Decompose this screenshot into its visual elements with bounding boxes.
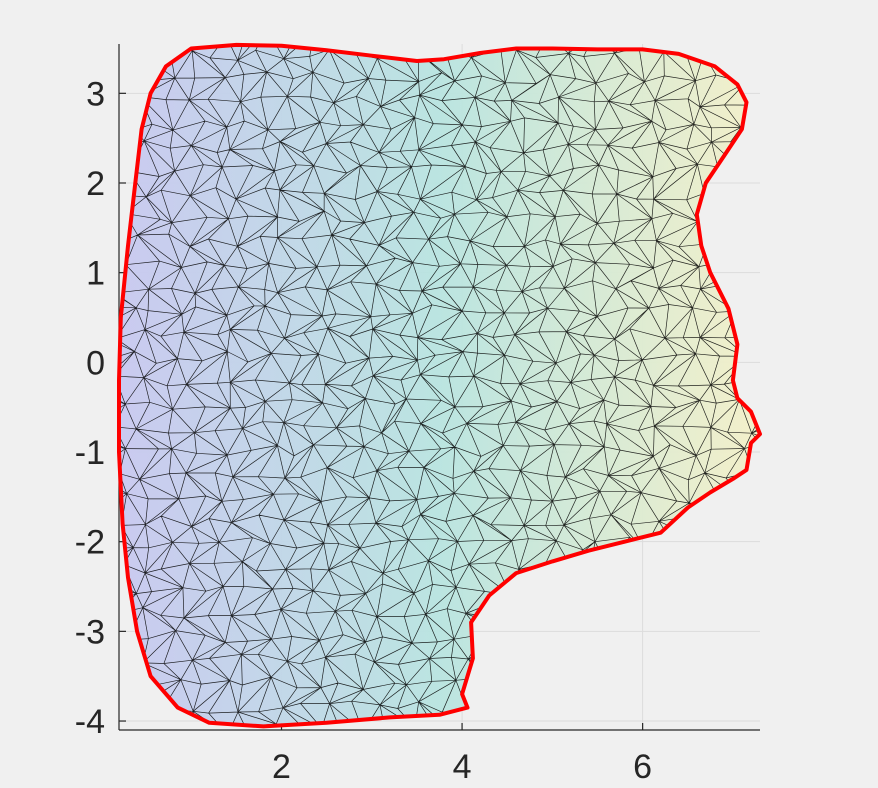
x-tick-label: 6 bbox=[633, 748, 652, 786]
y-tick-label: 2 bbox=[86, 165, 105, 203]
boundary-curve bbox=[117, 42, 762, 729]
x-tick-labels: 2 4 6 bbox=[272, 748, 652, 786]
y-tick-label: 3 bbox=[86, 75, 105, 113]
y-tick-label: -1 bbox=[75, 434, 105, 472]
x-tick-label: 2 bbox=[272, 748, 291, 786]
mesh-region-fill bbox=[119, 44, 760, 727]
y-tick-label: 0 bbox=[86, 344, 105, 382]
y-tick-label: -4 bbox=[75, 703, 105, 741]
x-tick-label: 4 bbox=[453, 748, 472, 786]
y-tick-label: -3 bbox=[75, 613, 105, 651]
y-tick-labels: 3 2 1 0 -1 -2 -3 -4 bbox=[75, 75, 105, 741]
y-tick-label: 1 bbox=[86, 255, 105, 293]
y-tick-label: -2 bbox=[75, 524, 105, 562]
